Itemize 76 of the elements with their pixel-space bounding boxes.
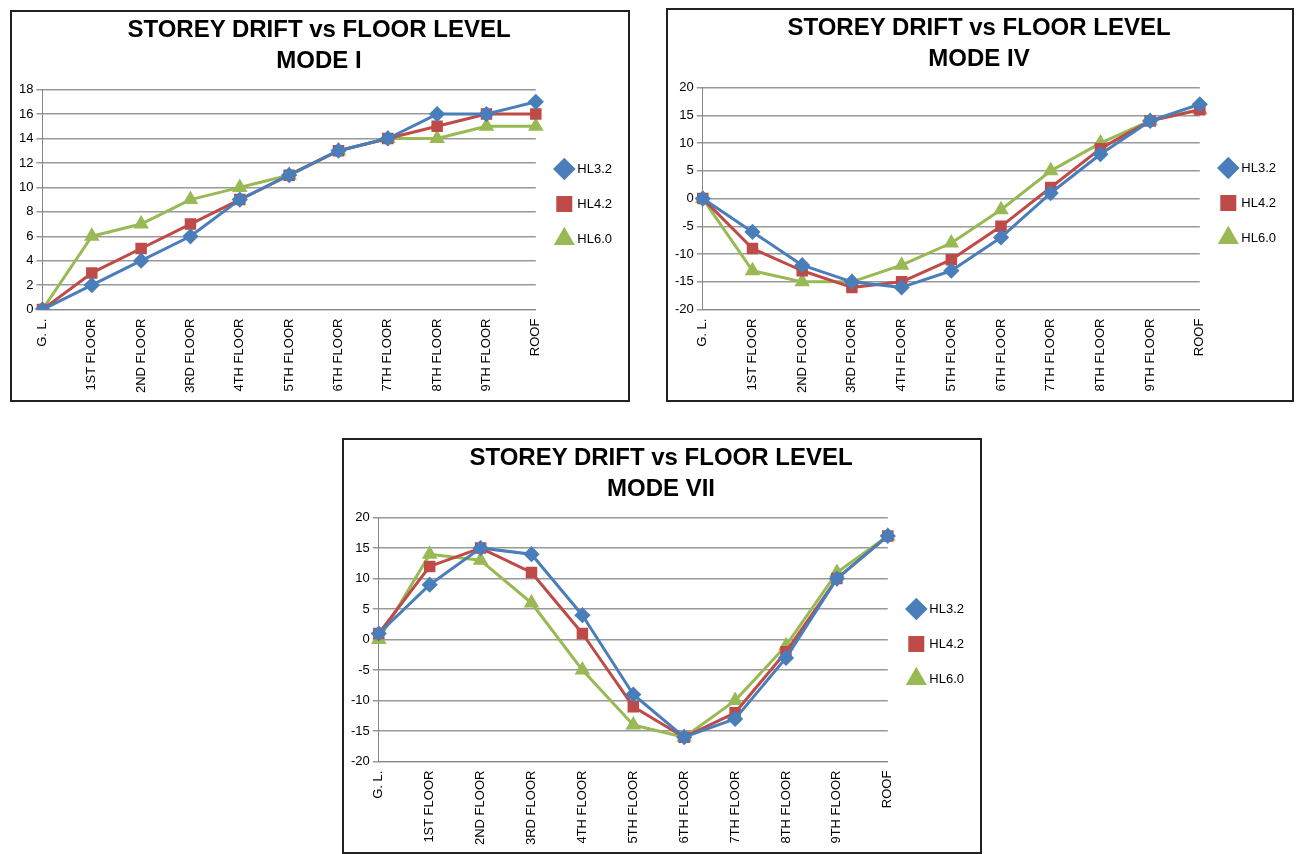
x-tick-label: 8TH FLOOR xyxy=(1091,318,1107,392)
y-tick-label: 16 xyxy=(18,105,34,121)
x-tick-label: 9TH FLOOR xyxy=(828,770,844,844)
x-tick-label: 9TH FLOOR xyxy=(478,318,494,392)
y-tick-label: -15 xyxy=(674,273,694,289)
chart-subtitle: MODE I xyxy=(276,45,362,73)
x-tick-label: 7TH FLOOR xyxy=(379,318,395,392)
y-tick-label: -15 xyxy=(350,722,370,738)
x-tick-label: 5TH FLOOR xyxy=(280,318,296,392)
y-tick-label: 18 xyxy=(18,81,34,97)
chart-subtitle: MODE VII xyxy=(606,473,716,501)
y-tick-label: 5 xyxy=(362,600,370,616)
y-tick-label: 2 xyxy=(26,276,34,292)
x-tick-label: 2ND FLOOR xyxy=(793,318,809,394)
chart-title: STOREY DRIFT vs FLOOR LEVEL xyxy=(127,15,511,43)
x-tick-label: 8TH FLOOR xyxy=(777,770,793,844)
y-tick-label: 14 xyxy=(18,130,34,146)
x-tick-label: 6TH FLOOR xyxy=(675,770,691,844)
x-tick-label: 6TH FLOOR xyxy=(330,318,346,392)
x-tick-label: 1ST FLOOR xyxy=(421,770,437,843)
x-tick-label: 8TH FLOOR xyxy=(428,318,444,392)
y-tick-label: 5 xyxy=(686,162,694,178)
legend-label: HL4.2 xyxy=(577,195,613,211)
chart-title: STOREY DRIFT vs FLOOR LEVEL xyxy=(469,443,853,471)
legend-label: HL6.0 xyxy=(1241,229,1277,245)
y-tick-label: 4 xyxy=(26,252,34,268)
y-tick-label: 0 xyxy=(26,301,34,317)
y-tick-label: 0 xyxy=(362,631,370,647)
y-tick-label: -20 xyxy=(674,301,694,317)
chart-subtitle: MODE IV xyxy=(928,43,1030,71)
y-tick-label: 0 xyxy=(686,190,694,206)
x-tick-label: 2ND FLOOR xyxy=(472,770,488,846)
x-tick-label: G. L. xyxy=(34,318,50,347)
y-tick-label: 10 xyxy=(355,570,370,586)
x-tick-label: 1ST FLOOR xyxy=(83,318,99,391)
x-tick-label: 3RD FLOOR xyxy=(523,770,539,846)
y-tick-label: 6 xyxy=(26,227,34,243)
chart-title: STOREY DRIFT vs FLOOR LEVEL xyxy=(787,13,1171,41)
legend-label: HL6.0 xyxy=(577,230,613,246)
x-tick-label: 5TH FLOOR xyxy=(624,770,640,844)
legend-label: HL4.2 xyxy=(1241,194,1277,210)
y-tick-label: 8 xyxy=(26,203,34,219)
legend-label: HL3.2 xyxy=(1241,159,1277,175)
x-tick-label: 3RD FLOOR xyxy=(182,318,198,394)
y-tick-label: 10 xyxy=(18,178,34,194)
y-tick-label: 15 xyxy=(679,106,694,122)
x-tick-label: 1ST FLOOR xyxy=(744,318,760,391)
y-tick-label: -10 xyxy=(350,692,370,708)
x-tick-label: 9TH FLOOR xyxy=(1141,318,1157,392)
x-tick-label: G. L. xyxy=(694,318,710,347)
y-tick-label: 20 xyxy=(679,79,694,95)
x-tick-label: 5TH FLOOR xyxy=(942,318,958,392)
legend-label: HL3.2 xyxy=(577,160,613,176)
x-tick-label: 7TH FLOOR xyxy=(726,770,742,844)
legend-label: HL6.0 xyxy=(929,670,965,686)
x-tick-label: G. L. xyxy=(370,770,386,799)
x-tick-label: 4TH FLOOR xyxy=(893,318,909,392)
x-tick-label: ROOF xyxy=(527,318,543,357)
x-tick-label: 2ND FLOOR xyxy=(132,318,148,394)
y-tick-label: -20 xyxy=(350,753,370,769)
y-tick-label: 12 xyxy=(18,154,34,170)
x-tick-label: 3RD FLOOR xyxy=(843,318,859,394)
y-tick-label: -10 xyxy=(674,245,694,261)
x-tick-label: 4TH FLOOR xyxy=(231,318,247,392)
y-tick-label: 20 xyxy=(355,509,370,525)
x-tick-label: ROOF xyxy=(1191,318,1207,357)
y-tick-label: -5 xyxy=(682,217,694,233)
y-tick-label: 10 xyxy=(679,134,694,150)
x-tick-label: 6TH FLOOR xyxy=(992,318,1008,392)
legend-label: HL3.2 xyxy=(929,600,965,616)
x-tick-label: 7TH FLOOR xyxy=(1042,318,1058,392)
y-tick-label: -5 xyxy=(358,661,370,677)
y-tick-label: 15 xyxy=(355,539,370,555)
x-tick-label: ROOF xyxy=(879,770,895,809)
x-tick-label: 4TH FLOOR xyxy=(573,770,589,844)
legend-label: HL4.2 xyxy=(929,635,965,651)
